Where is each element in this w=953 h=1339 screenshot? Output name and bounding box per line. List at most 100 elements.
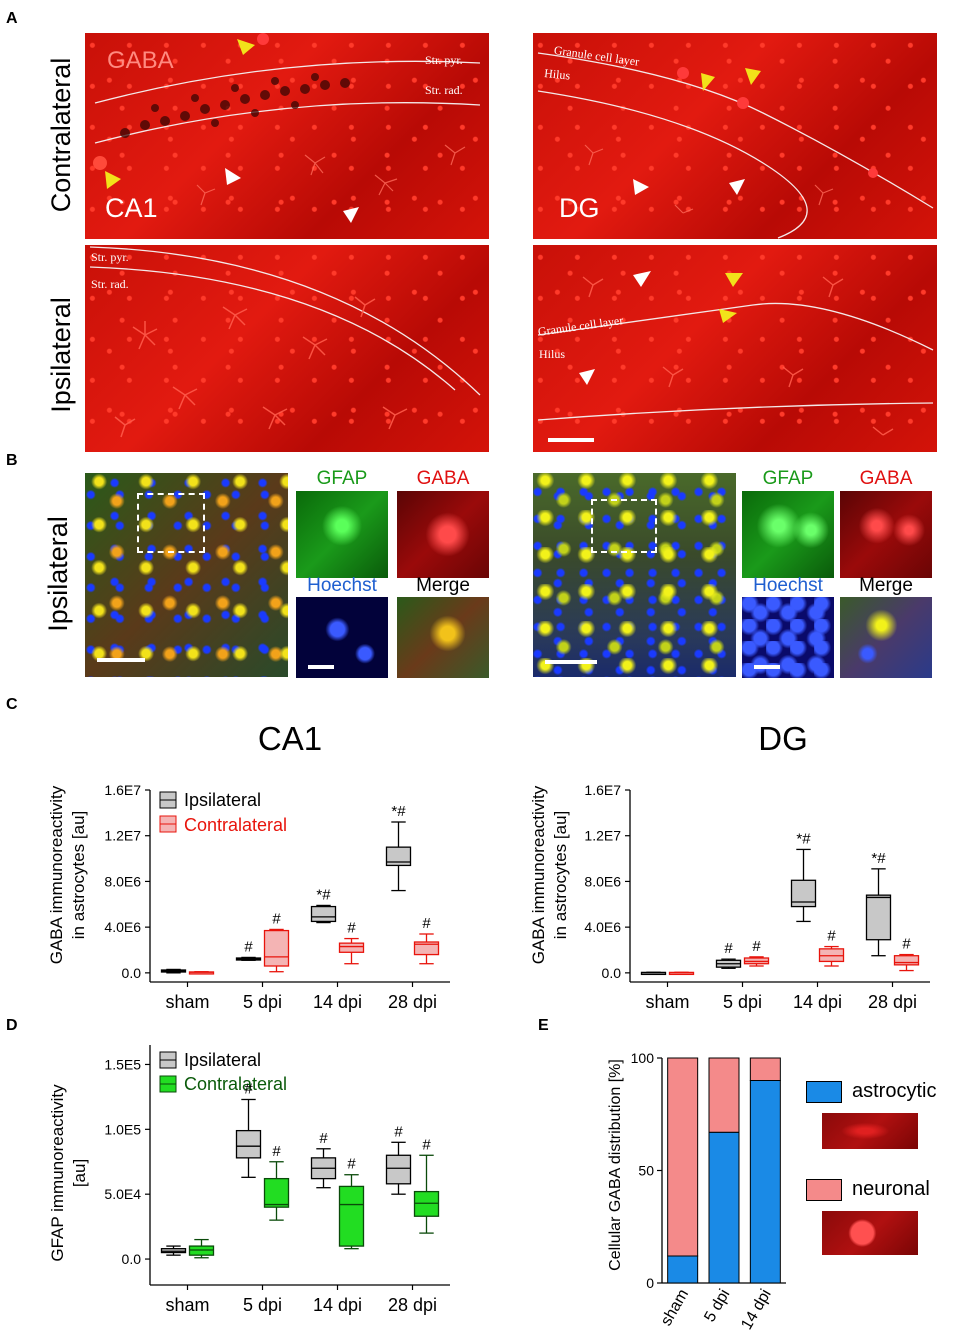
ca1-box xyxy=(310,905,337,923)
dg-x-tick-label: 5 dpi xyxy=(723,992,762,1012)
tile-merge-ca1 xyxy=(397,597,489,678)
dg-y-tick-label: 8.0E6 xyxy=(584,873,621,889)
legend-swatch-astrocytic xyxy=(806,1080,842,1103)
dist-bar-astrocytic xyxy=(749,1080,781,1284)
ca1-region-label: CA1 xyxy=(105,193,158,223)
chart-gaba-distribution: Cellular GABA distribution [%] 0 50 100 sha… xyxy=(607,1050,786,1333)
layer-label-hilus-contra: Hilus xyxy=(543,66,571,83)
legend-neuronal: neuronal xyxy=(806,1178,930,1255)
micrograph-ca1-contralateral: GABA Str. pyr. Str. rad. CA1 xyxy=(85,33,489,239)
layer-label-str-rad-contra: Str. rad. xyxy=(425,83,463,97)
tile-gaba-ca1 xyxy=(397,491,489,578)
ca1-box xyxy=(263,929,290,967)
panel-letter-c: C xyxy=(6,696,18,713)
ca1-box xyxy=(338,942,365,953)
dg-y-tick-label: 1.2E7 xyxy=(584,828,621,844)
gfap-significance-mark: # xyxy=(272,1143,281,1160)
tile-merge-dg xyxy=(840,597,932,678)
tile-label-hoechst-ca1: Hoechst xyxy=(307,575,377,596)
y-axis-label-gfap-line1: GFAP immunoreactivity xyxy=(48,1084,67,1262)
legend-label-neuronal: neuronal xyxy=(852,1178,930,1200)
tile-label-gaba-ca1: GABA xyxy=(416,468,470,489)
dist-bar-neuronal xyxy=(749,1057,781,1081)
dg-x-tick-label: 28 dpi xyxy=(868,992,917,1012)
example-neuron-image xyxy=(822,1211,918,1255)
gfap-box xyxy=(338,1185,365,1247)
y-axis-label-dg-line1: GABA immunoreactivity xyxy=(529,785,548,964)
chart-gaba-dg: DG GABA immunoreactivity in astrocytes [… xyxy=(529,720,930,1012)
layer-label-str-rad-ipsi: Str. rad. xyxy=(91,277,129,291)
merge-overview-dg xyxy=(533,473,736,677)
layer-label-str-pyr-ipsi: Str. pyr. xyxy=(91,250,129,264)
tile-hoechst-dg xyxy=(742,597,834,678)
gfap-y-tick-label: 5.0E4 xyxy=(104,1186,141,1202)
dg-y-tick-label: 4.0E6 xyxy=(584,919,621,935)
y-axis-label-ca1-line1: GABA immunoreactivity xyxy=(47,785,66,964)
dg-x-tick-label: sham xyxy=(645,992,689,1012)
ca1-y-tick-label: 8.0E6 xyxy=(104,873,141,889)
ca1-significance-mark: # xyxy=(244,938,253,955)
ca1-significance-mark: # xyxy=(272,910,281,927)
dist-x-tick-label: 5 dpi xyxy=(701,1287,733,1326)
tile-label-merge-dg: Merge xyxy=(859,575,913,596)
ca1-y-tick-label: 0.0 xyxy=(122,965,142,981)
dg-box xyxy=(893,955,920,966)
gfap-x-tick-label: 14 dpi xyxy=(313,1295,362,1315)
tile-label-gfap-ca1: GFAP xyxy=(316,468,368,489)
example-astrocyte-image xyxy=(822,1113,918,1149)
row-label-ipsilateral-b: Ipsilateral xyxy=(43,516,73,632)
dist-y-tick-label: 0 xyxy=(646,1275,654,1291)
merge-overview-ca1 xyxy=(85,473,288,677)
scale-bar xyxy=(548,438,594,442)
ca1-x-tick-label: 5 dpi xyxy=(243,992,282,1012)
gfap-significance-mark: # xyxy=(394,1123,403,1140)
gfap-x-tick-label: 28 dpi xyxy=(388,1295,437,1315)
gfap-y-tick-label: 0.0 xyxy=(122,1251,142,1267)
dist-x-tick-label: sham xyxy=(658,1287,692,1329)
layer-label-hilus-ipsi: Hilus xyxy=(539,347,566,361)
dg-box xyxy=(865,894,892,941)
tile-hoechst-ca1 xyxy=(296,597,388,678)
gfap-x-tick-label: 5 dpi xyxy=(243,1295,282,1315)
dg-y-tick-label: 1.6E7 xyxy=(584,782,621,798)
gfap-x-tick-label: sham xyxy=(165,1295,209,1315)
dg-significance-mark: # xyxy=(827,928,836,945)
ca1-significance-mark: *# xyxy=(391,803,406,820)
gaba-channel-label: GABA xyxy=(107,47,174,74)
gfap-y-tick-label: 1.0E5 xyxy=(104,1121,141,1137)
micrograph-ca1-ipsilateral: Str. pyr. Str. rad. xyxy=(85,245,489,452)
dg-significance-mark: *# xyxy=(871,850,886,867)
ca1-box xyxy=(385,846,412,867)
layer-label-str-pyr-contra: Str. pyr. xyxy=(425,53,463,67)
legend-astrocytic: astrocytic xyxy=(806,1080,936,1149)
y-axis-label-ca1-line2: in astrocytes [au] xyxy=(69,811,88,940)
y-axis-label-gfap-line2: [au] xyxy=(70,1159,89,1187)
dist-bar-astrocytic xyxy=(667,1255,699,1284)
legend-label-ipsilateral-ca1: Ipsilateral xyxy=(184,790,261,810)
dg-region-label: DG xyxy=(559,193,600,223)
tile-label-hoechst-dg: Hoechst xyxy=(753,575,823,596)
panel-letter-d: D xyxy=(6,1017,18,1034)
tile-gfap-ca1 xyxy=(296,491,388,578)
dist-x-tick-label: 14 dpi xyxy=(738,1287,775,1333)
tile-gfap-dg xyxy=(742,491,834,578)
legend-label-ipsilateral-gfap: Ipsilateral xyxy=(184,1050,261,1070)
dg-significance-mark: # xyxy=(902,936,911,953)
gfap-box xyxy=(385,1154,412,1185)
dist-bar-neuronal xyxy=(667,1057,699,1257)
panel-letter-b: B xyxy=(6,452,18,469)
ca1-significance-mark: *# xyxy=(316,886,331,903)
gfap-significance-mark: # xyxy=(347,1156,356,1173)
chart-title-ca1: CA1 xyxy=(258,720,322,757)
dist-bar-neuronal xyxy=(708,1057,740,1133)
legend-label-contralateral-ca1: Contralateral xyxy=(184,815,287,835)
ca1-x-tick-label: sham xyxy=(165,992,209,1012)
ca1-y-tick-label: 1.6E7 xyxy=(104,782,141,798)
chart-title-dg: DG xyxy=(758,720,808,757)
dist-y-tick-label: 50 xyxy=(638,1163,654,1179)
micrograph-dg-contralateral: Granule cell layer Hilus DG xyxy=(533,33,937,239)
ca1-significance-mark: # xyxy=(347,920,356,937)
dg-significance-mark: # xyxy=(724,940,733,957)
tile-label-merge-ca1: Merge xyxy=(416,575,470,596)
y-axis-label-distribution: Cellular GABA distribution [%] xyxy=(607,1059,624,1271)
